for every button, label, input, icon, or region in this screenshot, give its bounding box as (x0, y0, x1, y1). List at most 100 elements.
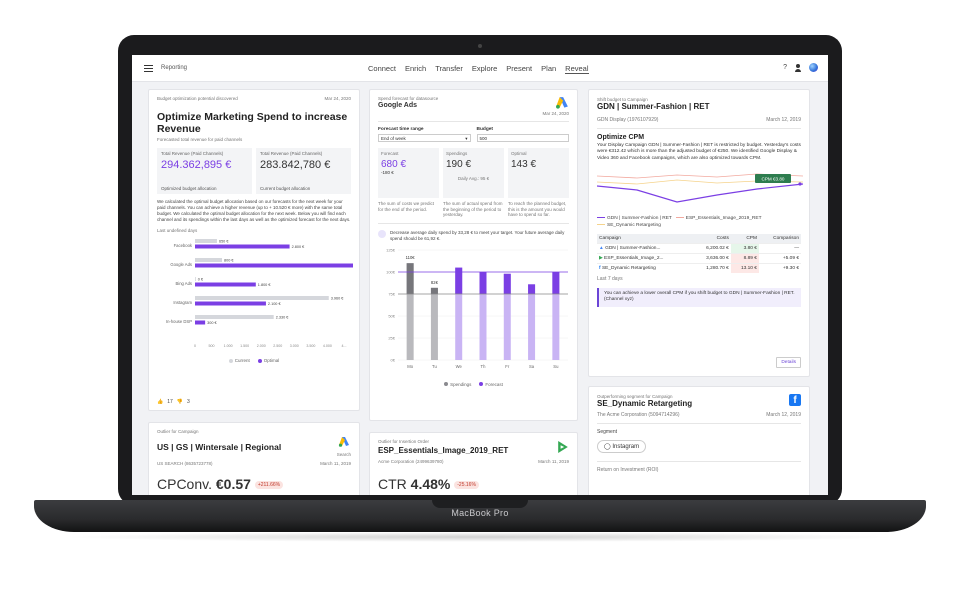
tick-label: 50€ (388, 313, 395, 318)
category-label: Google Ads (170, 262, 192, 267)
tick-label: 100€ (386, 269, 396, 274)
legend-optimal: Optimal (257, 358, 279, 363)
table-row[interactable]: ▶ ESP_Essentials_Image_2... 3,636.00 € 8… (597, 252, 801, 264)
card-meta: Acme Corporation (2499639780) (378, 459, 444, 464)
spendings-desc: The sum of actual spend from the beginni… (443, 201, 503, 217)
tick-label: 25€ (388, 335, 395, 340)
kpi-value: 294.362,895 € (161, 159, 232, 171)
likes-count: 17 (167, 399, 173, 405)
nav-enrich[interactable]: Enrich (404, 64, 427, 73)
bar-current (195, 239, 217, 243)
profile-orb-icon[interactable] (809, 63, 818, 72)
card-date: March 11, 2019 (538, 459, 569, 464)
thumbs-up-icon[interactable]: 👍 (157, 399, 164, 405)
metric: CPConv. €0.57 +211.66% (157, 476, 351, 492)
kpi-label: Total Revenue (Paid Channels) (161, 151, 224, 156)
budget-optimization-card: Budget optimization potential discovered… (148, 89, 360, 411)
bar-current (195, 258, 223, 262)
tick-label: 2.000 (257, 344, 266, 348)
help-icon[interactable]: ? (783, 64, 787, 71)
data-label: 1.800 € (258, 283, 272, 287)
card-subtitle: Forecasted total revenue for paid channe… (157, 137, 243, 142)
chart-caption: Last undefined days (157, 228, 198, 233)
forecast-notice: Decrease average daily spend by 33,28 € … (378, 229, 569, 242)
table-row[interactable]: ▲ GDN | Summer-Fashion... 6,200.02 € 3.8… (597, 242, 801, 254)
app-screen: Reporting Connect Enrich Transfer Explor… (132, 55, 828, 495)
timerange-select[interactable]: End of week ▾ (378, 134, 471, 142)
tick-label: 0 (194, 344, 196, 348)
nav-plan[interactable]: Plan (541, 64, 557, 73)
tick-label: 500 (209, 344, 215, 348)
user-icon[interactable] (795, 63, 801, 72)
card-meta: The Acme Corporation (5094714296) (597, 412, 680, 418)
facebook-icon: f (789, 394, 801, 406)
bar-current (195, 277, 196, 281)
nav-explore[interactable]: Explore (471, 64, 498, 73)
kpi-optimized: Total Revenue (Paid Channels) 294.362,89… (157, 148, 252, 194)
tick-label: 125€ (386, 247, 396, 252)
thumbs-down-icon[interactable]: 👎 (176, 399, 184, 405)
data-label: 800 € (224, 259, 234, 263)
details-button[interactable]: Details (776, 357, 801, 368)
nav-reveal[interactable]: Reveal (565, 63, 589, 74)
tick-label: 0€ (391, 357, 396, 362)
data-label: 2.330 € (276, 316, 290, 320)
dv360-play-icon (558, 441, 568, 453)
app-title: Reporting (161, 65, 188, 71)
chevron-down-icon: ▾ (465, 136, 468, 141)
laptop-shadow (60, 532, 900, 542)
card-title: US | GS | Wintersale | Regional (157, 441, 282, 452)
nav-present[interactable]: Present (506, 64, 533, 73)
card-title: GDN | Summer-Fashion | RET (597, 102, 710, 111)
kpi-current: Total Revenue (Paid Channels) 283.842,78… (256, 148, 351, 194)
metric-value: €0.57 (215, 476, 251, 492)
data-label: 2.100 € (268, 302, 282, 306)
outperforming-segment-card: Outperforming segment for Campaign SE_Dy… (588, 386, 810, 495)
metric-label: CTR (378, 476, 407, 492)
bar-forecast-top (479, 271, 487, 294)
data-label: 650 € (219, 240, 229, 244)
table-period: Last 7 days (597, 275, 623, 282)
card-date: March 12, 2019 (766, 412, 801, 418)
bar-spendings-top (406, 262, 414, 294)
card-kicker: Shift budget to Campaign (597, 97, 648, 102)
tick-label: 4.000 (323, 344, 332, 348)
card-kicker: Outlier for Campaign (157, 429, 199, 434)
segment-chip[interactable]: ◯ Instagram (597, 440, 647, 453)
metric: CTR 4.48% -25.16% (378, 476, 569, 492)
bar-spendings (430, 287, 438, 360)
kpi-foot: Optimized budget allocation (161, 186, 217, 191)
category-label: Facebook (174, 243, 193, 248)
bar-forecast (552, 271, 560, 360)
category-label: Th (481, 364, 487, 369)
spendings-box: Spendings 190 € Daily Avg.: 95 € (443, 148, 504, 198)
bar-forecast-top (552, 271, 560, 294)
line-point (798, 182, 802, 186)
bar-current (195, 296, 329, 300)
table-row[interactable]: f SE_Dynamic Retargeting 1,280.70 € 13.1… (597, 262, 801, 273)
nav-transfer[interactable]: Transfer (435, 64, 463, 73)
data-label: 2.800 € (292, 245, 306, 249)
budget-input[interactable]: 500 (476, 134, 569, 142)
forecast-desc: The sum of costs we predict for the end … (378, 201, 435, 212)
category-label: Instagram (173, 300, 192, 305)
card-title: Google Ads (378, 102, 418, 109)
laptop-notch (432, 500, 528, 508)
data-label: 0 € (198, 278, 204, 282)
category-label: We (456, 364, 463, 369)
optimal-desc: To reach the planned budget, this is the… (508, 201, 567, 217)
metric-value: 4.48% (410, 476, 451, 492)
google-ads-logo: Search (337, 434, 351, 457)
hamburger-menu-icon[interactable] (144, 64, 153, 72)
device-brand: MacBook Pro (451, 508, 509, 518)
card-date: Mar 24, 2020 (324, 96, 351, 101)
category-label: Mo (407, 364, 413, 369)
card-meta: US SEARCH (8635723778) (157, 461, 213, 466)
line-legend: GDN | Summer-Fashion | RET ESP_Essential… (597, 215, 801, 229)
card-description: We calculated the optimal budget allocat… (157, 199, 351, 222)
nav-connect[interactable]: Connect (368, 64, 396, 73)
category-label: Bing Ads (175, 281, 192, 286)
tick-label: 4... (341, 344, 346, 348)
tick-label: 75€ (388, 291, 395, 296)
